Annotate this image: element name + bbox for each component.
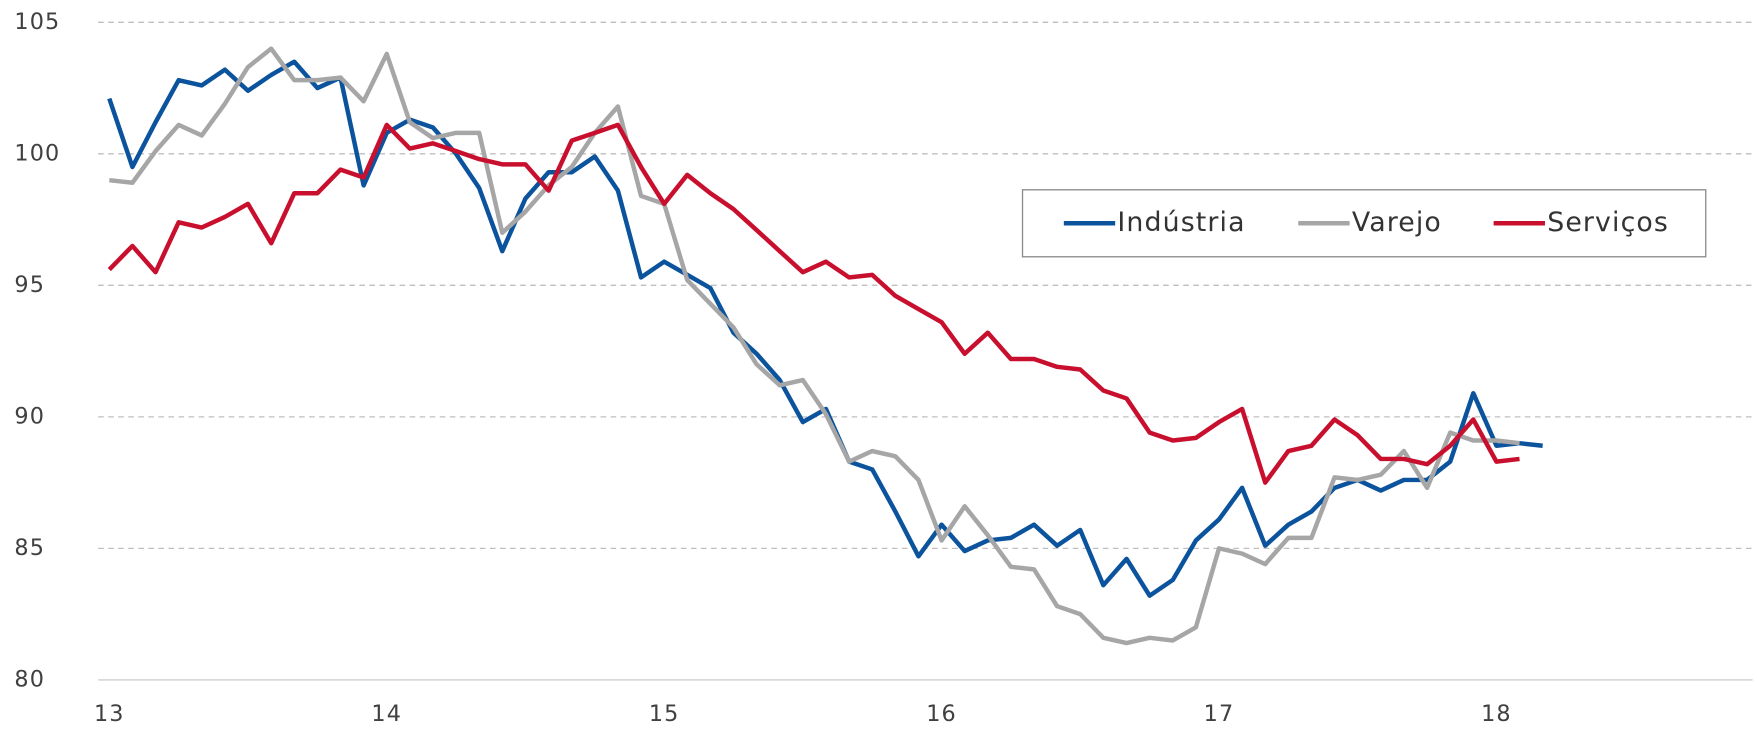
x-tick-label: 16 — [926, 701, 957, 727]
line-series — [107, 122, 1520, 485]
legend-label: Serviços — [1547, 207, 1669, 238]
x-tick-label: 14 — [371, 701, 402, 727]
line-series — [109, 46, 1520, 646]
line-series — [107, 59, 1543, 598]
y-tick-label: 100 — [14, 140, 60, 166]
legend-box — [1021, 189, 1707, 258]
axis-labels: 80 85 90 95 100 105 13 14 15 16 17 18 — [14, 9, 1512, 727]
grid — [98, 21, 1753, 681]
legend-label: Varejo — [1352, 207, 1442, 238]
x-tick-label: 13 — [94, 701, 125, 727]
x-tick-label: 18 — [1481, 701, 1512, 727]
x-tick-label: 15 — [649, 701, 680, 727]
y-tick-label: 90 — [14, 403, 45, 429]
plot-area — [107, 46, 1543, 646]
y-tick-label: 80 — [14, 666, 45, 692]
x-tick-label: 17 — [1204, 701, 1235, 727]
y-tick-label: 105 — [14, 9, 60, 35]
y-tick-label: 85 — [14, 535, 45, 561]
legend-label: Indústria — [1117, 207, 1245, 238]
y-tick-label: 95 — [14, 272, 45, 298]
legend: Indústria Varejo Serviços — [1021, 189, 1707, 258]
